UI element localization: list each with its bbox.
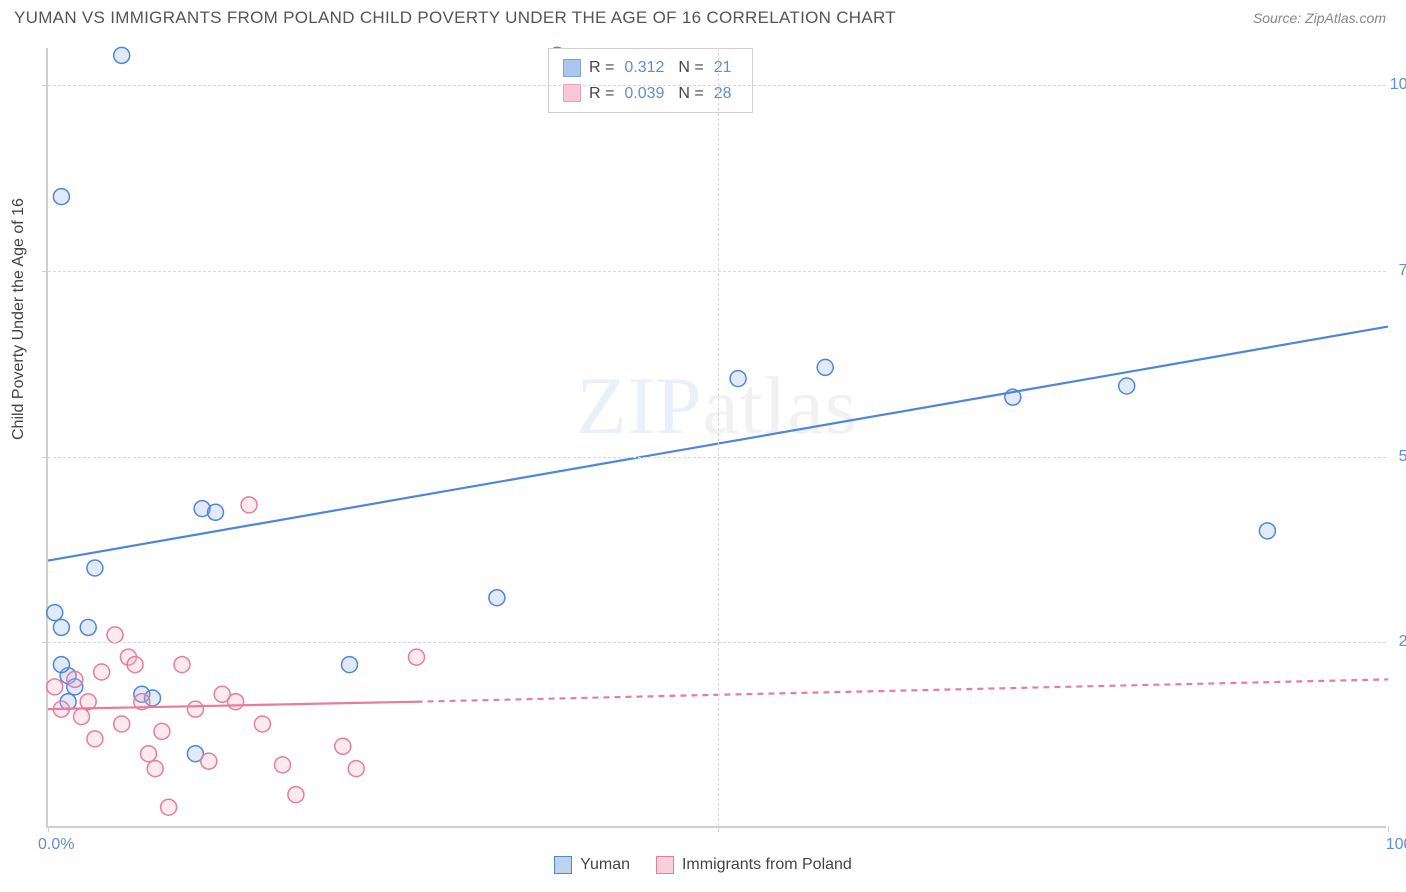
data-point [154, 723, 170, 739]
data-point [53, 189, 69, 205]
data-point [1119, 378, 1135, 394]
data-point [141, 746, 157, 762]
y-tick-label: 100.0% [1390, 76, 1406, 94]
legend-label-poland: Immigrants from Poland [682, 856, 852, 874]
data-point [53, 657, 69, 673]
data-point [730, 371, 746, 387]
data-point [288, 787, 304, 803]
y-axis-label: Child Poverty Under the Age of 16 [10, 198, 28, 440]
data-point [489, 590, 505, 606]
data-point [241, 497, 257, 513]
chart-plot-area: ZIPatlas R = 0.312 N = 21 R = 0.039 N = … [46, 48, 1386, 828]
data-point [342, 657, 358, 673]
scatter-svg [48, 48, 1386, 826]
stats-row-yuman: R = 0.312 N = 21 [563, 55, 738, 81]
data-point [127, 657, 143, 673]
data-point [348, 761, 364, 777]
data-point [74, 709, 90, 725]
data-point [80, 619, 96, 635]
swatch-yuman [563, 59, 581, 77]
y-tick-label: 50.0% [1399, 448, 1406, 466]
data-point [107, 627, 123, 643]
r-value-yuman: 0.312 [624, 55, 664, 81]
data-point [174, 657, 190, 673]
y-tick-label: 75.0% [1399, 262, 1406, 280]
data-point [47, 679, 63, 695]
legend-item-yuman: Yuman [554, 856, 630, 874]
legend-swatch-poland [656, 856, 674, 874]
stats-legend: R = 0.312 N = 21 R = 0.039 N = 28 [548, 48, 753, 113]
data-point [201, 753, 217, 769]
legend-item-poland: Immigrants from Poland [656, 856, 852, 874]
data-point [87, 731, 103, 747]
data-point [208, 504, 224, 520]
legend-swatch-yuman [554, 856, 572, 874]
data-point [53, 619, 69, 635]
data-point [409, 649, 425, 665]
data-point [147, 761, 163, 777]
x-tick-100: 100.0% [1386, 836, 1406, 854]
data-point [161, 799, 177, 815]
data-point [114, 47, 130, 63]
y-tick-label: 25.0% [1399, 633, 1406, 651]
data-point [94, 664, 110, 680]
data-point [254, 716, 270, 732]
chart-title: YUMAN VS IMMIGRANTS FROM POLAND CHILD PO… [14, 8, 896, 28]
x-tick-0: 0.0% [38, 836, 74, 854]
data-point [228, 694, 244, 710]
data-point [67, 671, 83, 687]
data-point [335, 738, 351, 754]
data-point [1259, 523, 1275, 539]
source-label: Source: ZipAtlas.com [1253, 10, 1386, 26]
data-point [817, 359, 833, 375]
data-point [114, 716, 130, 732]
trend-line [417, 679, 1389, 701]
n-value-yuman: 21 [714, 55, 732, 81]
data-point [187, 701, 203, 717]
data-point [47, 605, 63, 621]
series-legend: Yuman Immigrants from Poland [0, 856, 1406, 874]
swatch-poland [563, 84, 581, 102]
legend-label-yuman: Yuman [580, 856, 630, 874]
data-point [87, 560, 103, 576]
data-point [275, 757, 291, 773]
